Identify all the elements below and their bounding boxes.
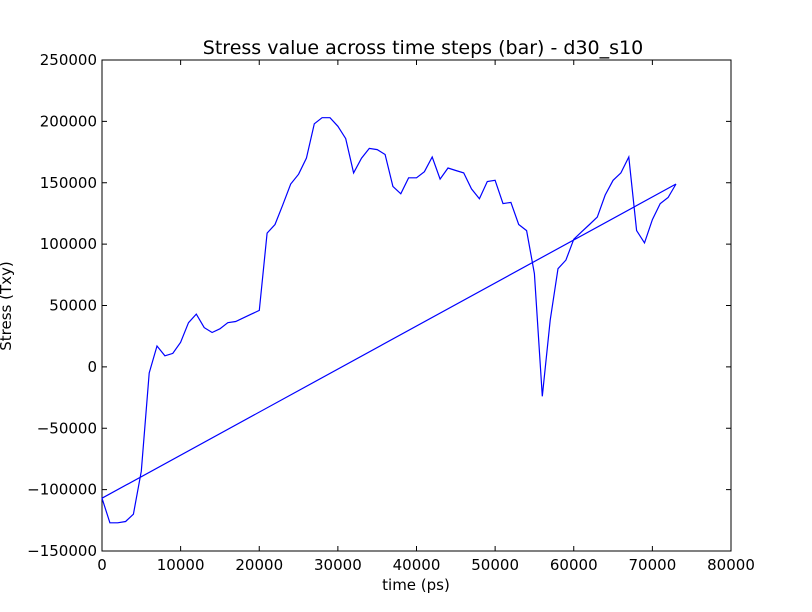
stress-series-line xyxy=(101,117,677,524)
y-tick-label: −50000 xyxy=(37,419,97,437)
y-tick-label: 50000 xyxy=(49,297,97,315)
x-tick-label: 50000 xyxy=(471,556,519,574)
y-tick-label: 150000 xyxy=(40,174,97,192)
x-axis-label: time (ps) xyxy=(382,576,450,594)
x-tick-label: 30000 xyxy=(314,556,362,574)
x-tick-label: 40000 xyxy=(393,556,441,574)
chart-title: Stress value across time steps (bar) - d… xyxy=(203,37,643,59)
plot-area xyxy=(101,59,732,552)
y-tick-label: 250000 xyxy=(40,51,97,69)
y-tick-label: 200000 xyxy=(40,112,97,130)
x-tick-label: 20000 xyxy=(235,556,283,574)
y-tick-label: −100000 xyxy=(27,481,97,499)
y-axis: −150000 −100000 −50000 0 50000 100000 150000 20… xyxy=(27,51,731,560)
x-tick-label: 80000 xyxy=(707,556,755,574)
y-axis-label: Stress (Txy) xyxy=(0,261,15,351)
x-tick-label: 70000 xyxy=(629,556,677,574)
x-tick-label: 10000 xyxy=(157,556,205,574)
x-tick-label: 0 xyxy=(97,556,107,574)
x-axis: 0 10000 20000 30000 40000 50000 60000 70000 8000… xyxy=(97,60,755,574)
y-tick-label: 100000 xyxy=(40,235,97,253)
x-tick-label: 60000 xyxy=(550,556,598,574)
y-tick-label: −150000 xyxy=(27,542,97,560)
y-tick-label: 0 xyxy=(87,358,97,376)
